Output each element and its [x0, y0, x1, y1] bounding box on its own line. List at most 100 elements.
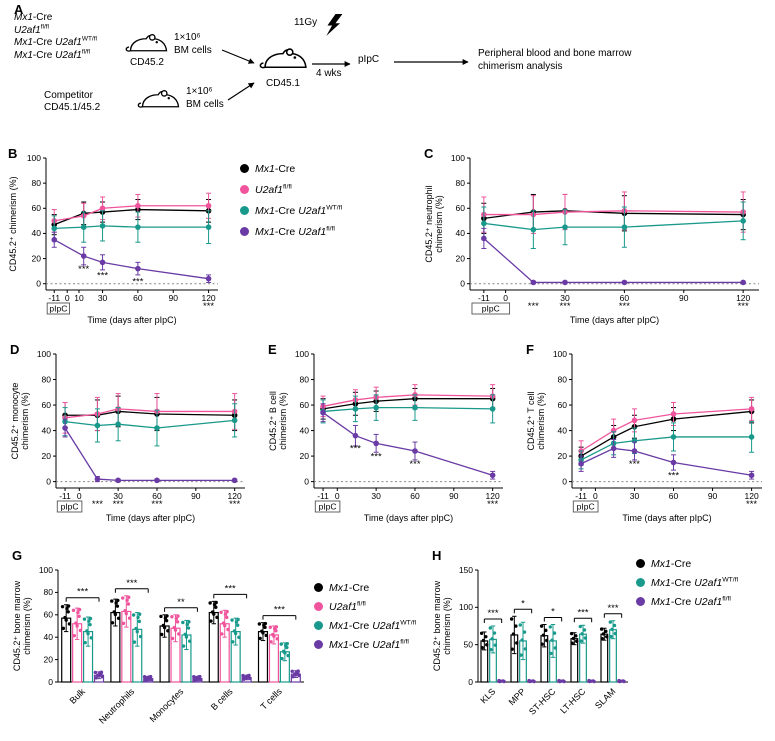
significance-stars: ***: [225, 583, 236, 594]
svg-text:40: 40: [456, 228, 466, 238]
series-line-2: [323, 406, 493, 413]
legend-main: Mx1-Cre U2af1fl/fl Mx1-Cre U2af1WT/fl Mx1-C…: [240, 158, 342, 242]
svg-text:0: 0: [503, 293, 508, 303]
svg-text:80: 80: [300, 374, 310, 384]
pipc-box: [46, 302, 71, 315]
series-line-2: [483, 220, 744, 231]
svg-text:60: 60: [133, 293, 143, 303]
significance-stars: ***: [92, 499, 103, 510]
bm-cells-donor: 1×10⁶ BM cells: [174, 32, 212, 57]
pipc-label: pIpC: [358, 54, 380, 65]
svg-text:0: 0: [593, 491, 598, 501]
legend-item: U2af1fl/fl: [314, 597, 416, 616]
bm-cells-text: BM cells: [174, 44, 212, 56]
legend-item: Mx1-Cre U2af1fl/fl: [240, 221, 342, 242]
donor-cd45-label: CD45.2: [130, 57, 164, 68]
legend-item: Mx1-Cre U2af1fl/fl: [636, 592, 738, 611]
competitor-cd45-label: CD45.1/45.2: [44, 102, 101, 113]
svg-text:40: 40: [300, 425, 310, 435]
legend-label: Mx1-Cre U2af1WT/fl: [329, 619, 417, 632]
legend-item: Mx1-Cre: [636, 554, 738, 573]
legend-label: U2af1fl/fl: [255, 183, 292, 196]
svg-text:40: 40: [44, 632, 54, 642]
legend-item: Mx1-Cre U2af1WT/fl: [240, 200, 342, 221]
series-line-3: [580, 447, 752, 476]
panel-f-chart: F CD45.2⁺ T cell chimerism (%) 0 20 40 60 80 100…: [526, 342, 772, 539]
svg-text:120: 120: [486, 491, 500, 501]
svg-text:0: 0: [46, 476, 51, 486]
svg-text:90: 90: [449, 491, 459, 501]
svg-text:-11: -11: [48, 293, 60, 303]
svg-text:-11: -11: [478, 293, 490, 303]
svg-text:10: 10: [74, 293, 84, 303]
svg-text:pIpC: pIpC: [577, 502, 595, 512]
legend-item: Mx1-Cre U2af1WT/fl: [314, 616, 416, 635]
x-axis-label: Time (days after pIpC): [364, 513, 453, 523]
significance-stars: ***: [97, 270, 108, 281]
y-axis-label: chimerism (%): [278, 392, 288, 450]
series-line-3: [322, 412, 493, 476]
panel-c-chart: C CD45.2⁺ neutrophil chimerism (%) 0 20 40 60 8…: [424, 146, 769, 341]
series-line-3: [64, 427, 235, 481]
outcome-text: Peripheral blood and bone marrow chimeri…: [478, 48, 632, 72]
x-axis-label: Time (days after pIpC): [622, 513, 711, 523]
panel-a-schematic: A Mx1-Cre U2af1fl/fl Mx1-Cre U2af1WT/fl …: [0, 0, 775, 140]
svg-text:120: 120: [744, 491, 758, 501]
lightning-bolt-icon: [326, 14, 343, 36]
arrow: [221, 49, 255, 64]
svg-text:-11: -11: [575, 491, 587, 501]
category-label: KLS: [478, 686, 497, 705]
category-label: T cells: [258, 686, 284, 712]
legend-item: U2af1fl/fl: [240, 179, 342, 200]
arrow: [227, 82, 255, 101]
category-label: Monocytes: [148, 686, 186, 724]
x-axis-label: Time (days after pIpC): [570, 315, 659, 325]
legend-dot-icon: [636, 559, 645, 568]
significance-stars: ***: [229, 499, 240, 510]
panel-label: H: [432, 548, 441, 563]
series-line-1: [54, 205, 209, 222]
significance-stars: ***: [738, 301, 749, 312]
svg-text:20: 20: [44, 654, 54, 664]
legend-panel-h: Mx1-Cre Mx1-Cre U2af1WT/fl Mx1-Cre U2af1fl…: [636, 554, 738, 611]
svg-text:30: 30: [630, 491, 640, 501]
legend-dot-icon: [240, 164, 249, 173]
svg-text:120: 120: [201, 293, 215, 303]
mouse-icon: [259, 48, 307, 69]
svg-text:60: 60: [152, 491, 162, 501]
bar: [600, 633, 609, 683]
legend-dot-icon: [314, 602, 323, 611]
svg-text:80: 80: [42, 374, 52, 384]
svg-text:90: 90: [168, 293, 178, 303]
svg-text:pIpC: pIpC: [482, 304, 500, 314]
legend-label: Mx1-Cre U2af1WT/fl: [651, 576, 739, 589]
y-axis-label: CD45.2⁺ bone marrow: [12, 580, 22, 671]
y-axis-label: CD45.2⁺ T cell: [526, 392, 536, 451]
legend-label: Mx1-Cre: [255, 162, 296, 175]
svg-text:0: 0: [48, 677, 53, 687]
svg-text:30: 30: [113, 491, 123, 501]
panel-label: B: [8, 146, 17, 161]
svg-text:40: 40: [32, 228, 42, 238]
category-label: Neutrophils: [97, 686, 137, 726]
panel-a-label: A: [14, 2, 24, 17]
competitor-label: Competitor: [44, 90, 93, 101]
svg-text:80: 80: [558, 374, 568, 384]
legend-label: Mx1-Cre: [329, 581, 370, 594]
significance-stars: ***: [350, 444, 361, 455]
svg-text:-11: -11: [59, 491, 71, 501]
genotype-list: Mx1-Cre U2af1fl/fl Mx1-Cre U2af1WT/fl Mx…: [14, 12, 97, 62]
legend-dot-icon: [240, 227, 249, 236]
svg-text:90: 90: [679, 293, 689, 303]
significance-stars: ***: [113, 499, 124, 510]
legend-label: Mx1-Cre U2af1fl/fl: [255, 225, 335, 238]
y-axis-label: chimerism (%): [434, 195, 444, 253]
svg-text:20: 20: [456, 253, 466, 263]
pipc-box: [314, 500, 341, 513]
svg-text:20: 20: [558, 451, 568, 461]
panel-h-chart: H CD45.2⁺ bone marrow chimerism (%) 0 50 100 1…: [432, 548, 632, 741]
significance-stars: ***: [126, 578, 137, 589]
svg-text:100: 100: [27, 153, 41, 163]
legend-label: Mx1-Cre U2af1fl/fl: [329, 638, 409, 651]
category-label: LT-HSC: [558, 686, 588, 716]
